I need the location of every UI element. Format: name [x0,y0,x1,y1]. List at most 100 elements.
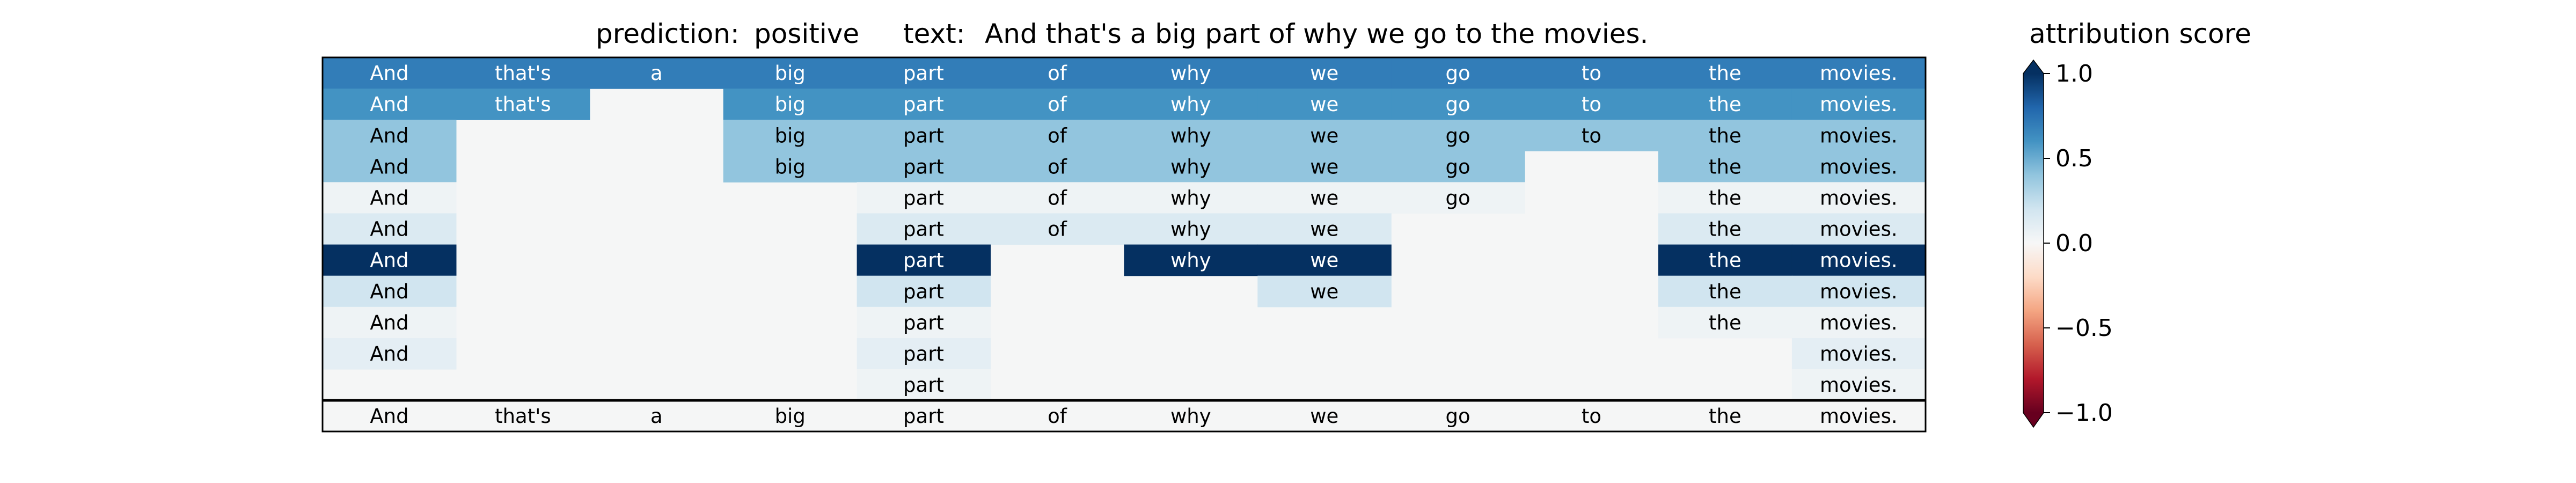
heatmap-cell [1525,57,1659,89]
heatmap-cell [323,338,457,370]
heatmap-cell-label: to [1582,124,1601,147]
heatmap-cell [1257,275,1392,308]
heatmap-cell-label: part [903,155,944,178]
heatmap-cell [1391,57,1525,89]
heatmap-cell-label: we [1310,62,1338,85]
heatmap-cell-label: movies. [1820,93,1898,116]
heatmap-cell-label: movies. [1820,280,1898,303]
token-label: big [775,405,806,428]
heatmap-cell [990,120,1124,151]
heatmap-cell-label: why [1170,124,1211,147]
heatmap-cell-label: we [1310,249,1338,272]
heatmap-cell [1124,244,1258,276]
heatmap-cell [857,244,991,276]
heatmap-cell-label: And [370,186,408,209]
heatmap-cell-label: big [775,155,806,178]
heatmap-cell-label: part [903,62,944,85]
token-label: we [1310,405,1338,428]
prediction-label: prediction: [596,18,740,49]
heatmap-cell-label: go [1446,186,1470,209]
heatmap-cell-label: And [370,280,408,303]
heatmap-cell-label: we [1310,280,1338,303]
heatmap-frame [321,56,1927,433]
heatmap-cell [1658,244,1792,276]
heatmap-cell-label: And [370,124,408,147]
heatmap-cell [857,151,991,182]
heatmap-cell [1791,244,1926,276]
heatmap-cell-label: And [370,218,408,241]
heatmap-cell-label: part [903,218,944,241]
heatmap-cell [990,57,1124,89]
heatmap-cell-label: movies. [1820,124,1898,147]
heatmap-cell-label: part [903,374,944,397]
heatmap-cell [723,151,858,182]
heatmap-cell [323,306,457,339]
token-label: And [370,405,408,428]
heatmap: And that's a big part of why we go to the movies.An… [321,56,1927,433]
heatmap-cell-label: part [903,249,944,272]
colorbar-ticks: 1.0 0.5 0.0 −0.5 −1.0 [2044,60,2113,427]
heatmap-cell [857,182,991,214]
heatmap-cell-label: movies. [1820,218,1898,241]
heatmap-cell [1391,151,1525,182]
heatmap-cell [723,89,858,120]
heatmap-cell-label: we [1310,186,1338,209]
token-label: of [1048,405,1067,428]
heatmap-cell [1791,120,1926,151]
heatmap-cell [1525,89,1659,120]
heatmap-cell [1257,213,1392,245]
heatmap-cell-label: why [1170,249,1211,272]
heatmap-cell [323,120,457,151]
text-value: And that's a big part of why we go to th… [985,18,1648,49]
heatmap-cell [1124,151,1258,182]
heatmap-cell [1257,57,1392,89]
heatmap-cell-label: movies. [1820,311,1898,334]
heatmap-cell-label: part [903,186,944,209]
heatmap-cell [990,89,1124,120]
heatmap-cell [857,306,991,339]
heatmap-cell-label: go [1446,93,1470,116]
heatmap-cell-label: And [370,62,408,85]
heatmap-cell [323,213,457,245]
token-label: the [1709,405,1741,428]
heatmap-cell-label: And [370,155,408,178]
heatmap-cell-label: And [370,93,408,116]
colorbar-tick-label: 0.0 [2055,230,2093,257]
heatmap-cell [1391,89,1525,120]
heatmap-cell-label: movies. [1820,342,1898,365]
heatmap-cell-label: why [1170,218,1211,241]
heatmap-cell [990,182,1124,214]
heatmap-cell-label: the [1709,62,1741,85]
heatmap-cells [323,57,1926,432]
heatmap-cell-label: the [1709,218,1741,241]
heatmap-cell [1124,120,1258,151]
token-label: to [1582,405,1601,428]
heatmap-cell [1791,275,1926,308]
heatmap-cell [323,244,457,276]
heatmap-cell [857,120,991,151]
colorbar-extend-top [2023,60,2044,74]
prediction-value: positive [754,18,859,49]
heatmap-cell [1124,57,1258,89]
heatmap-cell [1658,182,1792,214]
heatmap-cell [857,213,991,245]
heatmap-cell-label: that's [495,93,551,116]
heatmap-cell [323,89,457,120]
colorbar-title: attribution score [2029,18,2251,49]
heatmap-cell [990,151,1124,182]
heatmap-cell [323,57,457,89]
heatmap-cell [1124,182,1258,214]
heatmap-cell-label: to [1582,93,1601,116]
token-row: And that's a big part of why we go to the movies. [370,405,1897,428]
heatmap-cell-label: we [1310,124,1338,147]
heatmap-cell [857,338,991,370]
heatmap-cell-label: of [1048,93,1067,116]
heatmap-cell-label: the [1709,155,1741,178]
heatmap-cell [857,57,991,89]
colorbar-tick-label: −0.5 [2055,314,2113,342]
heatmap-cell-label: movies. [1820,62,1898,85]
heatmap-cell-label: the [1709,280,1741,303]
heatmap-cell-label: the [1709,249,1741,272]
heatmap-cell [1791,151,1926,182]
